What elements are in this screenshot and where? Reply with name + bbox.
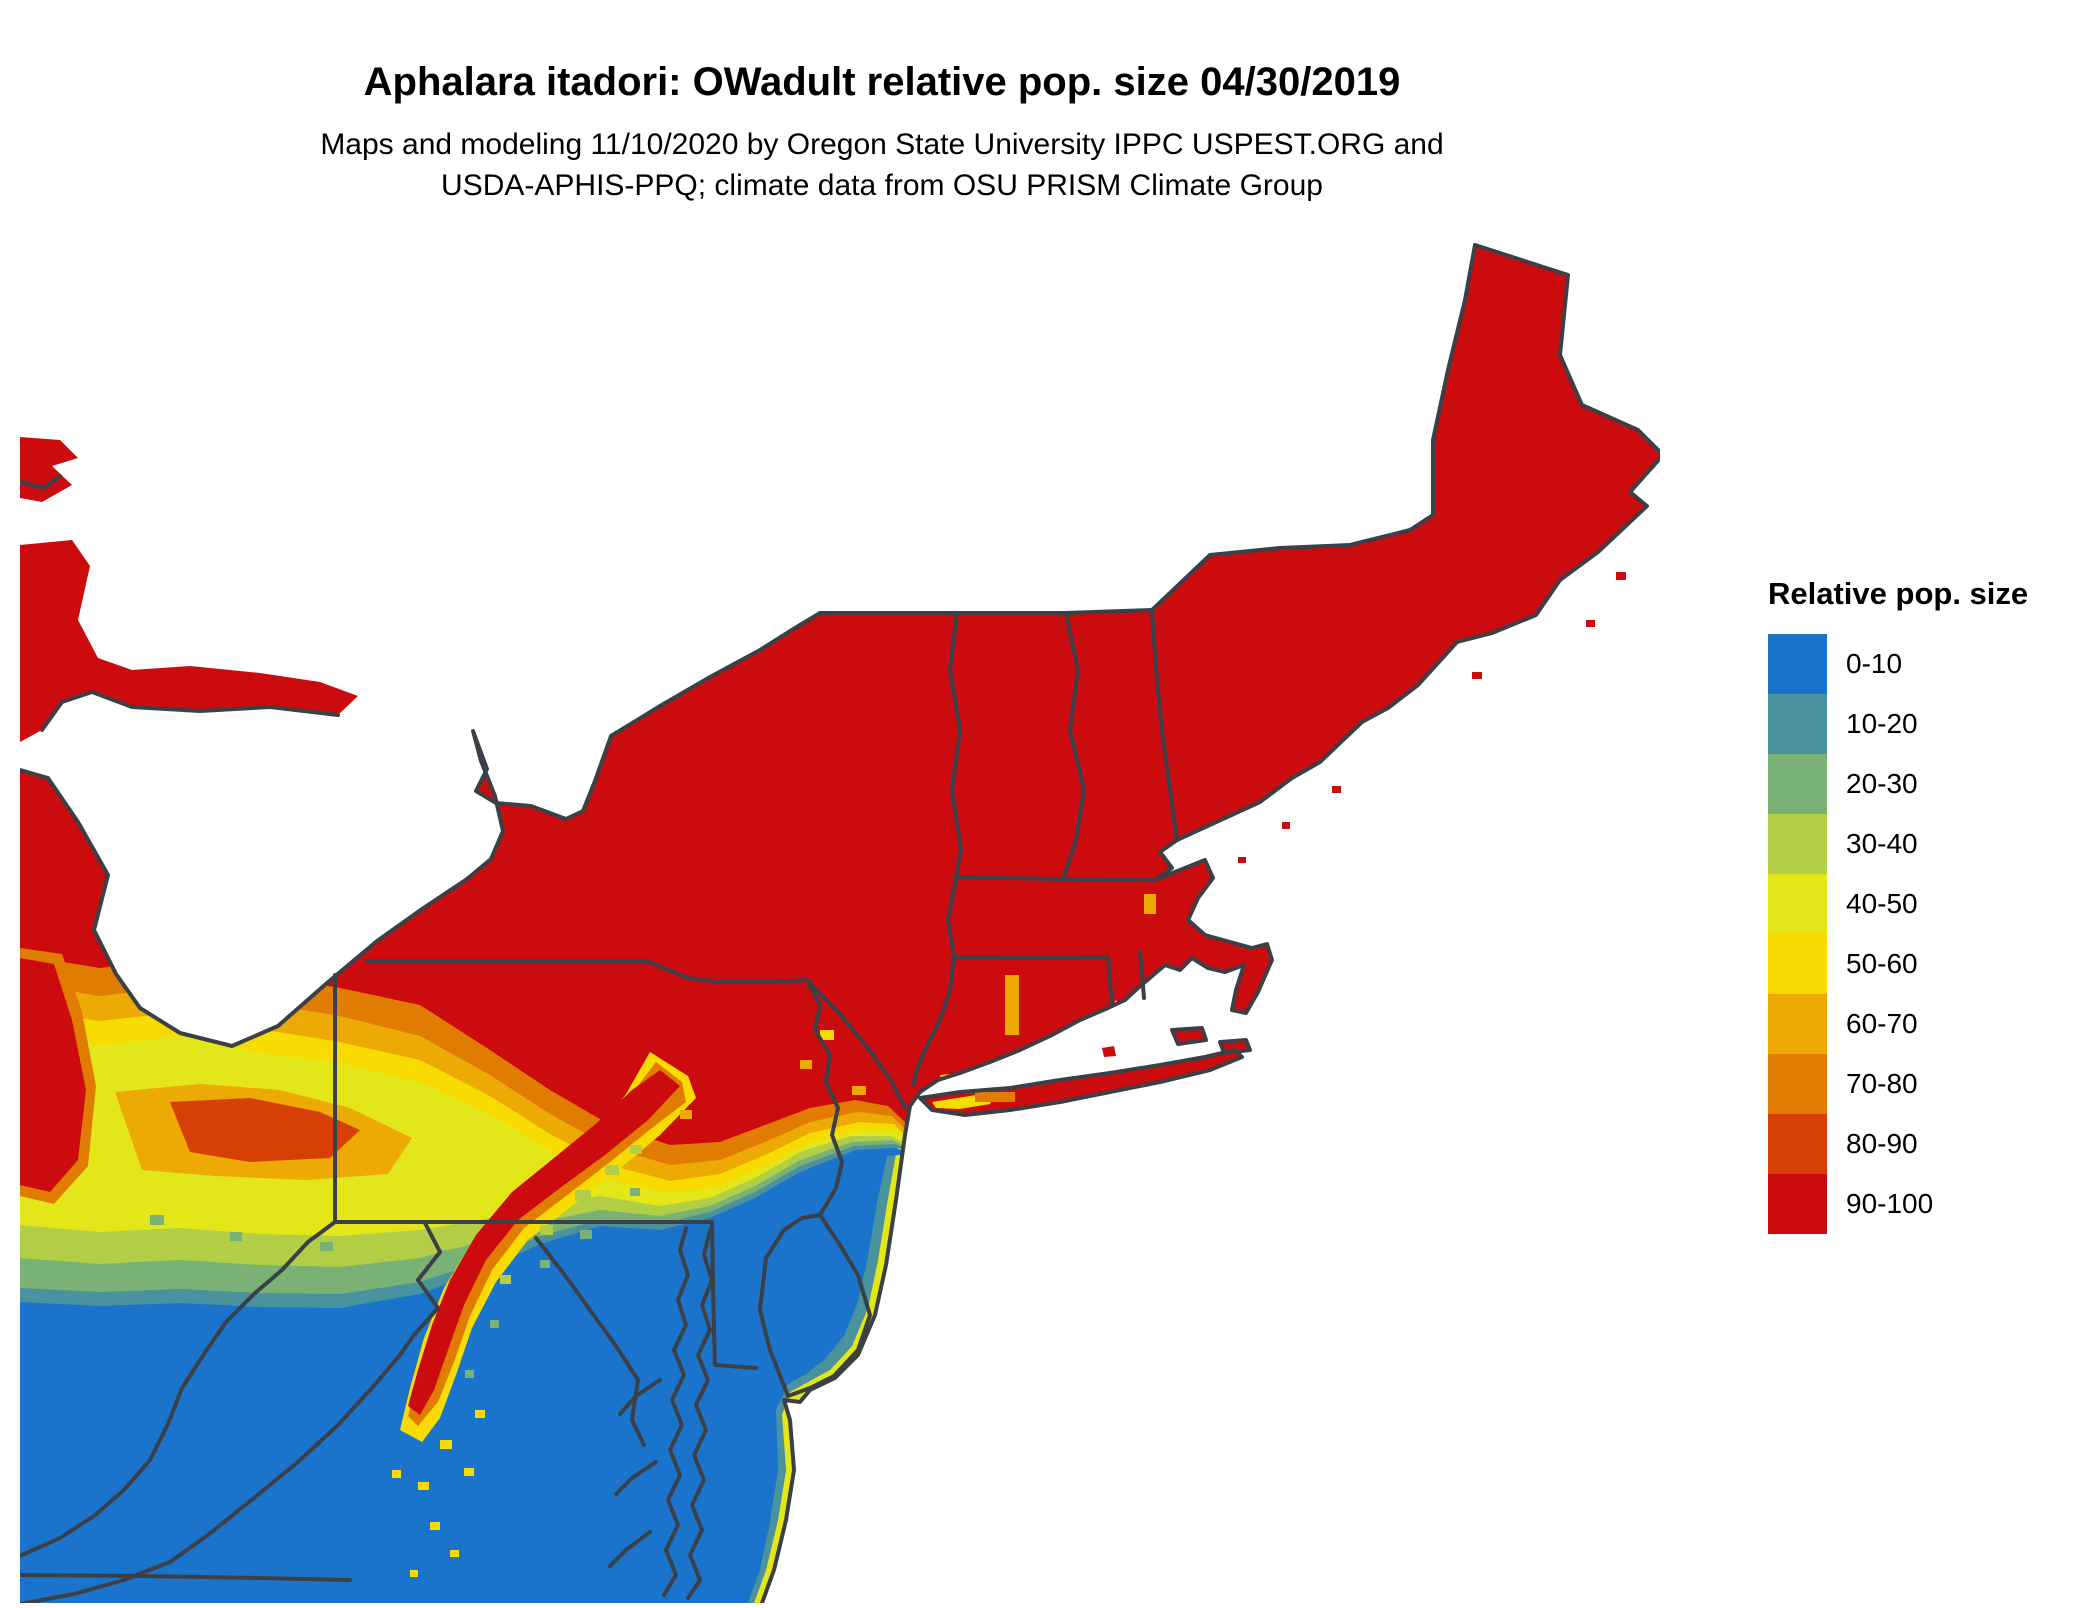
border-ny-pa	[365, 959, 809, 984]
border-wv-va	[168, 1221, 442, 1564]
subtitle-line-2: USDA-APHIS-PPQ; climate data from OSU PR…	[441, 169, 1323, 202]
narragansett-bay-notch	[1108, 1000, 1124, 1022]
niagara-peninsula	[20, 540, 358, 742]
island-outlines	[1170, 1026, 1252, 1055]
legend-label: 10-20	[1846, 708, 1918, 739]
long-island-orange-patch	[975, 1092, 1015, 1102]
long-island-outline	[918, 1048, 1244, 1117]
border-ma-north	[954, 875, 1157, 882]
red-patch-west	[170, 1098, 360, 1162]
population-bands	[20, 894, 1156, 1603]
border-ma-south	[954, 955, 1110, 960]
legend-swatch-40-50	[1768, 874, 1827, 934]
state-borders	[18, 243, 1665, 1606]
border-ky-va	[18, 1560, 172, 1606]
legend-item: 70-80	[1768, 1054, 2098, 1114]
legend-item: 50-60	[1768, 934, 2098, 994]
legend-item: 40-50	[1768, 874, 2098, 934]
appalachian-streak-mid	[408, 1062, 686, 1426]
legend-swatch-0-10	[1768, 634, 1827, 694]
legend-label: 30-40	[1846, 828, 1918, 859]
figure-subtitle: Maps and modeling 11/10/2020 by Oregon S…	[0, 124, 1764, 206]
legend-swatch-90-100	[1768, 1174, 1827, 1234]
orange-specks	[680, 894, 1156, 1119]
population-map	[18, 243, 1665, 1606]
legend-item: 0-10	[1768, 634, 2098, 694]
delaware-bay-outline	[758, 1213, 872, 1398]
map-area	[18, 230, 1665, 1606]
border-de-md	[710, 1220, 758, 1370]
legend-label: 90-100	[1846, 1188, 1934, 1219]
legend-label: 60-70	[1846, 1008, 1918, 1039]
border-va-nc	[18, 1573, 352, 1582]
delaware-river	[805, 978, 844, 1217]
legend-item: 20-30	[1768, 754, 2098, 814]
legend-label: 0-10	[1846, 648, 1903, 679]
red-finger-west	[20, 958, 86, 1192]
legend-item: 80-90	[1768, 1114, 2098, 1174]
legend-swatch-70-80	[1768, 1054, 1827, 1114]
ohio-river	[18, 1220, 337, 1558]
legend-swatch-20-30	[1768, 754, 1827, 814]
legend-rows: 0-10 10-20 20-30 30-40 40-50 50-60 60-70	[1768, 634, 2098, 1234]
border-vt-nh	[1062, 611, 1086, 879]
chesapeake-east-shore	[686, 1228, 714, 1600]
legend-label: 70-80	[1846, 1068, 1918, 1099]
legend-swatch-30-40	[1768, 814, 1827, 874]
great-lakes-shoreline	[18, 611, 822, 1048]
legend-swatch-60-70	[1768, 994, 1827, 1054]
border-nh-me	[1150, 608, 1179, 842]
legend-item: 10-20	[1768, 694, 2098, 754]
maine-outline	[1150, 243, 1665, 842]
atlantic-coastline	[760, 838, 1274, 1605]
legend-swatch-10-20	[1768, 694, 1827, 754]
gold-specks	[392, 1410, 485, 1577]
chesapeake-tributaries	[608, 1378, 662, 1568]
green-specks	[115, 1188, 640, 1378]
lake-ontario-island-fragment	[20, 437, 78, 502]
niagara-fragment-line	[18, 474, 62, 490]
legend-label: 40-50	[1846, 888, 1918, 919]
border-ri-east	[1138, 950, 1146, 1000]
legend: Relative pop. size 0-10 10-20 20-30 30-4…	[1768, 576, 2098, 1234]
border-ny-nj	[805, 978, 907, 1110]
legend-item: 90-100	[1768, 1174, 2098, 1234]
border-ny-vt	[948, 611, 963, 879]
subtitle-line-1: Maps and modeling 11/10/2020 by Oregon S…	[320, 128, 1444, 161]
appalachian-streak-core	[408, 1070, 680, 1415]
legend-swatch-80-90	[1768, 1114, 1827, 1174]
legend-label: 80-90	[1846, 1128, 1918, 1159]
potomac-river	[534, 1236, 646, 1447]
yellowgreen-specks	[500, 1145, 642, 1284]
legend-item: 60-70	[1768, 994, 2098, 1054]
legend-label: 20-30	[1846, 768, 1918, 799]
legend-label: 50-60	[1846, 948, 1918, 979]
border-45th-parallel	[818, 608, 1154, 615]
legend-title: Relative pop. size	[1768, 576, 2029, 611]
legend-item: 30-40	[1768, 814, 2098, 874]
chesapeake-west-shore	[662, 1226, 690, 1597]
niagara-shore-line	[40, 690, 340, 732]
border-ny-ma-ct	[911, 875, 958, 1087]
figure-header: Aphalara itadori: OWadult relative pop. …	[0, 58, 1764, 206]
border-ri-west	[1106, 955, 1114, 1008]
page-title: Aphalara itadori: OWadult relative pop. …	[363, 60, 1401, 104]
legend-swatch-50-60	[1768, 934, 1827, 994]
